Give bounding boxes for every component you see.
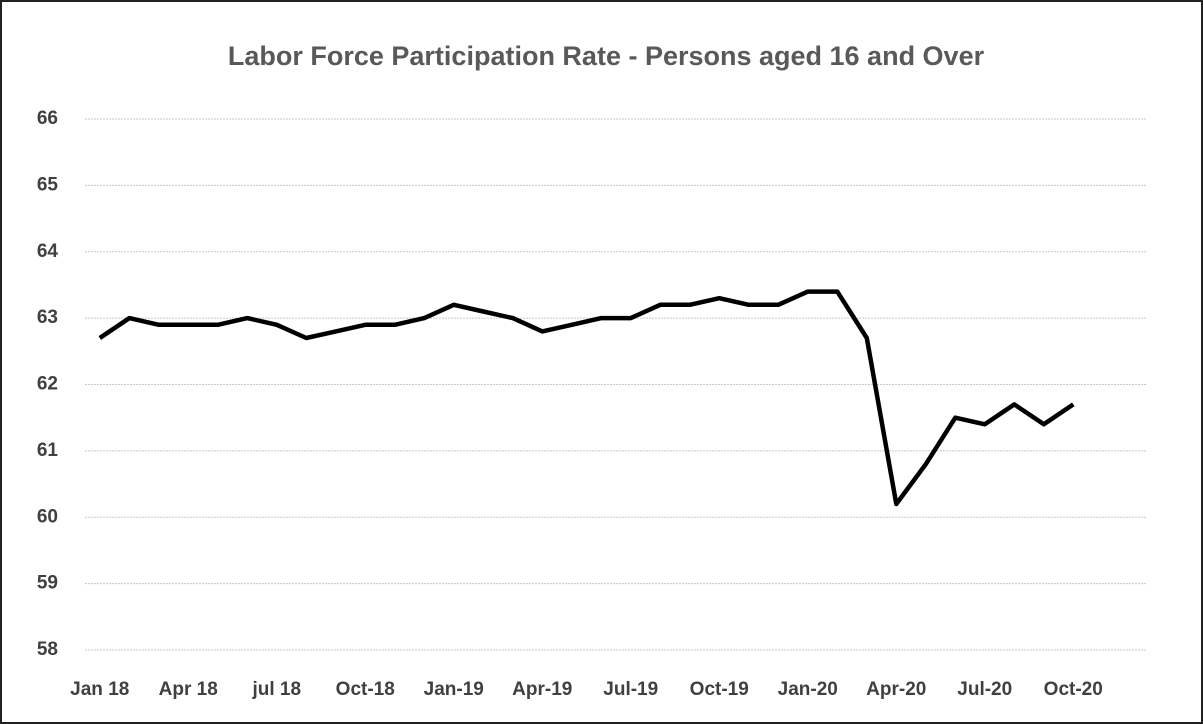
x-tick-label: Apr-19	[512, 679, 572, 700]
y-tick-label: 66	[37, 108, 58, 129]
x-tick-label: Jan-19	[424, 679, 484, 700]
y-tick-label: 62	[37, 374, 58, 395]
x-tick-label: Jul-20	[957, 679, 1012, 700]
x-tick-label: Jan-20	[778, 679, 838, 700]
y-tick-label: 59	[37, 573, 58, 594]
chart-title: Labor Force Participation Rate - Persons…	[228, 41, 985, 71]
x-tick-label: Apr-20	[866, 679, 926, 700]
x-tick-label: Jan 18	[70, 679, 129, 700]
y-tick-label: 63	[37, 307, 58, 328]
y-tick-label: 65	[37, 174, 59, 195]
x-tick-label: Jul-19	[603, 679, 658, 700]
x-tick-label: Oct-18	[336, 679, 395, 700]
y-tick-label: 60	[37, 506, 58, 527]
y-tick-label: 61	[37, 440, 59, 461]
x-tick-label: Oct-19	[690, 679, 749, 700]
y-tick-label: 64	[37, 241, 59, 262]
x-tick-label: Apr 18	[159, 679, 218, 700]
y-tick-label: 58	[37, 639, 58, 660]
data-line	[98, 289, 1075, 507]
x-tick-label: Oct-20	[1044, 679, 1103, 700]
x-tick-label: jul 18	[251, 679, 301, 700]
